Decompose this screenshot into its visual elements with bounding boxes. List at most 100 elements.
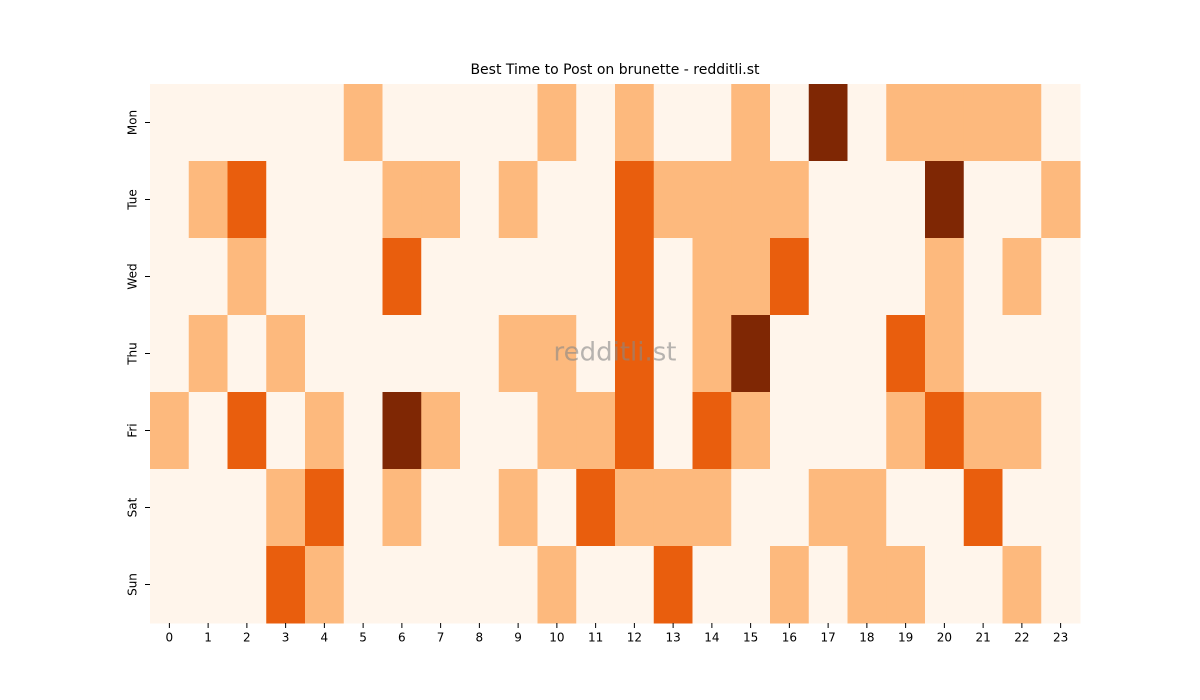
x-tick-label: 23: [1053, 631, 1068, 645]
y-tick-label: Tue: [126, 189, 140, 211]
x-tick-label: 10: [549, 631, 564, 645]
heatmap-cell: [847, 84, 887, 162]
heatmap-cell: [150, 238, 190, 316]
heatmap-cell: [305, 84, 345, 162]
heatmap-cell: [692, 315, 732, 393]
x-tick-label: 7: [437, 631, 445, 645]
heatmap-cell: [188, 392, 228, 470]
heatmap-cell: [731, 469, 771, 547]
y-tick-label: Sun: [126, 573, 140, 596]
x-tick-label: 14: [704, 631, 719, 645]
heatmap-cell: [770, 238, 810, 316]
heatmap-cell: [188, 84, 228, 162]
heatmap-cell: [460, 84, 500, 162]
heatmap-cell: [421, 469, 461, 547]
heatmap-cell: [382, 161, 422, 239]
heatmap-cell: [150, 546, 190, 624]
x-tick-label: 2: [243, 631, 251, 645]
heatmap-cell: [925, 84, 965, 162]
heatmap-cell: [537, 315, 577, 393]
x-tick-label: 0: [166, 631, 174, 645]
heatmap-cell: [692, 238, 732, 316]
heatmap-cell: [731, 238, 771, 316]
heatmap-cell: [653, 238, 693, 316]
heatmap-cell: [963, 238, 1003, 316]
heatmap-cell: [460, 546, 500, 624]
heatmap-cell: [460, 469, 500, 547]
heatmap-cell: [343, 161, 383, 239]
heatmap-cell: [537, 546, 577, 624]
heatmap-cell: [808, 315, 848, 393]
heatmap-cell: [576, 469, 616, 547]
heatmap-cell: [266, 161, 306, 239]
x-tick-label: 18: [859, 631, 874, 645]
heatmap-cell: [460, 238, 500, 316]
heatmap-cell: [808, 161, 848, 239]
heatmap-cell: [886, 161, 926, 239]
heatmap-cell: [808, 546, 848, 624]
x-tick-label: 6: [398, 631, 406, 645]
heatmap-cell: [227, 238, 267, 316]
heatmap-cell: [808, 469, 848, 547]
heatmap-cell: [266, 469, 306, 547]
heatmap-cell: [886, 84, 926, 162]
x-tick-label: 19: [898, 631, 913, 645]
heatmap-cell: [460, 315, 500, 393]
heatmap-cell: [615, 546, 655, 624]
heatmap-cell: [1041, 546, 1081, 624]
heatmap-cell: [886, 392, 926, 470]
heatmap-cell: [615, 469, 655, 547]
heatmap-cell: [808, 392, 848, 470]
heatmap-cell: [847, 161, 887, 239]
heatmap-cell: [1041, 469, 1081, 547]
heatmap-cell: [770, 315, 810, 393]
heatmap-cell: [227, 84, 267, 162]
heatmap-cell: [808, 84, 848, 162]
x-tick-label: 5: [359, 631, 367, 645]
heatmap-cell: [498, 392, 538, 470]
heatmap-cell: [188, 546, 228, 624]
heatmap-cell: [382, 238, 422, 316]
heatmap-cell: [421, 238, 461, 316]
heatmap-cell: [1002, 238, 1042, 316]
heatmap-cell: [886, 469, 926, 547]
heatmap-cell: [537, 161, 577, 239]
heatmap-cell: [576, 546, 616, 624]
heatmap-cell: [653, 469, 693, 547]
heatmap-cell: [227, 315, 267, 393]
heatmap-cell: [576, 84, 616, 162]
heatmap-cell: [1002, 84, 1042, 162]
heatmap-cell: [305, 315, 345, 393]
x-tick-label: 4: [321, 631, 329, 645]
y-tick-label: Fri: [126, 423, 140, 437]
heatmap-cell: [925, 238, 965, 316]
heatmap-cell: [692, 84, 732, 162]
heatmap-cell: [382, 469, 422, 547]
heatmap-cell: [305, 161, 345, 239]
heatmap-cell: [421, 84, 461, 162]
heatmap-cell: [847, 546, 887, 624]
heatmap-cell: [653, 546, 693, 624]
heatmap-cell: [343, 315, 383, 393]
heatmap-cell: [925, 546, 965, 624]
x-tick-label: 3: [282, 631, 290, 645]
heatmap-cell: [731, 84, 771, 162]
x-tick-label: 21: [975, 631, 990, 645]
heatmap-cell: [615, 238, 655, 316]
heatmap-cell: [537, 238, 577, 316]
heatmap-cell: [1002, 469, 1042, 547]
heatmap-cell: [498, 469, 538, 547]
heatmap-cell: [653, 84, 693, 162]
heatmap-cell: [731, 392, 771, 470]
heatmap-cell: [343, 238, 383, 316]
watermark: redditli.st: [554, 338, 677, 368]
heatmap-cell: [227, 546, 267, 624]
heatmap-cell: [1041, 161, 1081, 239]
heatmap-cell: [266, 238, 306, 316]
x-tick-label: 16: [782, 631, 797, 645]
x-tick-label: 17: [820, 631, 835, 645]
heatmap-cell: [1002, 392, 1042, 470]
heatmap-cell: [343, 469, 383, 547]
x-tick-label: 15: [743, 631, 758, 645]
